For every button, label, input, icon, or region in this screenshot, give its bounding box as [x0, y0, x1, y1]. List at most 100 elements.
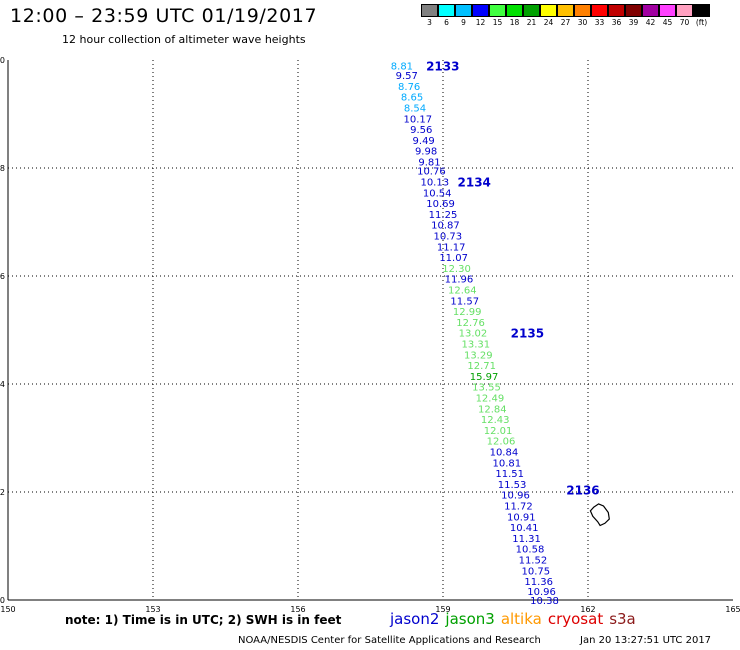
- satellite-altika: altika: [500, 610, 542, 628]
- scale-label: 36: [611, 18, 622, 27]
- wave-height-value: 11.57: [450, 296, 479, 307]
- x-tick-label: 165: [725, 605, 740, 614]
- wave-height-value: 13.55: [472, 383, 501, 394]
- wave-height-value: 11.36: [524, 577, 553, 588]
- y-tick-label: 16: [0, 272, 5, 281]
- y-tick-label: 10: [0, 596, 5, 605]
- scale-swatch-cell: [557, 4, 574, 17]
- wave-height-value: 9.98: [415, 147, 437, 158]
- wave-height-value: 11.52: [519, 556, 548, 567]
- scale-swatch-cell: [506, 4, 523, 17]
- y-tick-label: 14: [0, 380, 5, 389]
- color-scale-swatches: [421, 4, 710, 17]
- wave-height-value: 10.58: [516, 545, 545, 556]
- wave-height-value: 10.87: [431, 221, 460, 232]
- wave-height-value: 9.81: [418, 158, 440, 169]
- wave-height-value: 10.54: [423, 188, 452, 199]
- wave-height-value: 12.01: [484, 426, 513, 437]
- wave-height-value: 12.99: [453, 307, 482, 318]
- scale-swatch-cell: [642, 4, 659, 17]
- wave-height-value: 10.75: [521, 566, 550, 577]
- wave-height-value: 10.13: [420, 178, 449, 189]
- scale-label: 6: [444, 18, 449, 27]
- scale-swatch: [472, 4, 489, 17]
- scale-label: 42: [645, 18, 656, 27]
- map-frame: [7, 60, 733, 601]
- scale-label: 3: [427, 18, 432, 27]
- wave-height-value: 10.73: [434, 232, 463, 243]
- scale-swatch-cell: [659, 4, 676, 17]
- wave-height-value: 10.69: [426, 199, 455, 210]
- scale-label: 12: [475, 18, 486, 27]
- scale-label: 45: [662, 18, 673, 27]
- wave-height-value: 10.96: [501, 491, 530, 502]
- wave-height-value: 10.17: [404, 114, 433, 125]
- scale-label: 15: [492, 18, 503, 27]
- scale-swatch-cell: [693, 4, 710, 17]
- scale-swatch-cell: [455, 4, 472, 17]
- wave-height-value: 10.76: [417, 167, 446, 178]
- x-tick-label: 153: [145, 605, 160, 614]
- axis-ticks: 150 153 156 159 162 165 20 18 16 14 12 10: [0, 56, 740, 614]
- scale-swatch: [540, 4, 557, 17]
- wave-height-value: 11.96: [445, 275, 474, 286]
- wave-height-value: 8.65: [401, 93, 423, 104]
- pass-number-labels: 2133 2134 2135 2136: [426, 59, 600, 497]
- wave-height-value: 12.06: [487, 437, 516, 448]
- scale-swatch: [591, 4, 608, 17]
- wave-height-value: 13.02: [459, 329, 488, 340]
- scale-swatch: [489, 4, 506, 17]
- wave-height-value: 13.29: [464, 350, 493, 361]
- scale-label: 33: [594, 18, 605, 27]
- scale-swatch-cell: [591, 4, 608, 17]
- scale-label: (ft): [695, 18, 708, 27]
- footer-note: note: 1) Time is in UTC; 2) SWH is in fe…: [65, 613, 342, 627]
- wave-height-value: 9.56: [410, 125, 432, 136]
- x-tick-label: 150: [0, 605, 15, 614]
- scale-swatch-cell: [625, 4, 642, 17]
- scale-swatch: [693, 4, 710, 17]
- scale-swatch-cell: [523, 4, 540, 17]
- credit-line: NOAA/NESDIS Center for Satellite Applica…: [238, 635, 541, 646]
- wave-height-value: 10.81: [492, 458, 521, 469]
- wave-height-value: 12.76: [456, 318, 485, 329]
- satellite-jason2: jason2: [390, 610, 440, 628]
- color-scale-labels: 3 6 9 12 15 18 21 24 27 30 33 36 39 42 45 70 (ft): [421, 17, 710, 28]
- wave-height-value: 12.71: [467, 361, 496, 372]
- satellite-s3a: s3a: [609, 610, 636, 628]
- scale-swatch: [574, 4, 591, 17]
- map-title: 12:00 – 23:59 UTC 01/19/2017: [10, 5, 318, 27]
- wave-height-value: 10.96: [527, 587, 556, 598]
- scale-swatch-cell: [489, 4, 506, 17]
- scale-swatch-cell: [421, 4, 438, 17]
- y-tick-label: 12: [0, 488, 5, 497]
- scale-swatch-cell: [540, 4, 557, 17]
- scale-swatch: [557, 4, 574, 17]
- island-outline-path: [589, 503, 610, 527]
- scale-swatch-cell: [676, 4, 693, 17]
- wave-height-value: 8.81: [391, 61, 413, 72]
- satellite-legend: jason2 jason3 altika cryosat s3a: [390, 610, 642, 628]
- satellite-cryosat: cryosat: [547, 610, 604, 628]
- wave-height-value: 12.64: [448, 286, 477, 297]
- map-subtitle: 12 hour collection of altimeter wave hei…: [62, 33, 306, 46]
- wave-height-value: 9.49: [413, 136, 435, 147]
- wave-height-readings: 8.819.578.768.658.5410.179.569.499.989.8…: [391, 61, 559, 607]
- y-tick-label: 18: [0, 164, 5, 173]
- scale-label: 70: [679, 18, 690, 27]
- wave-height-value: 13.31: [462, 340, 491, 351]
- wave-height-value: 12.49: [476, 394, 505, 405]
- wave-height-value: 10.84: [490, 448, 519, 459]
- wave-height-value: 11.72: [504, 502, 533, 513]
- island-outline: [589, 503, 610, 527]
- scale-swatch: [421, 4, 438, 17]
- scale-swatch: [642, 4, 659, 17]
- scale-swatch-cell: [472, 4, 489, 17]
- wave-height-value: 10.91: [507, 512, 536, 523]
- scale-label: 27: [560, 18, 571, 27]
- wave-height-value: 8.54: [404, 104, 426, 115]
- scale-label: 39: [628, 18, 639, 27]
- wave-height-value: 11.25: [429, 210, 458, 221]
- wave-height-value: 12.30: [442, 264, 471, 275]
